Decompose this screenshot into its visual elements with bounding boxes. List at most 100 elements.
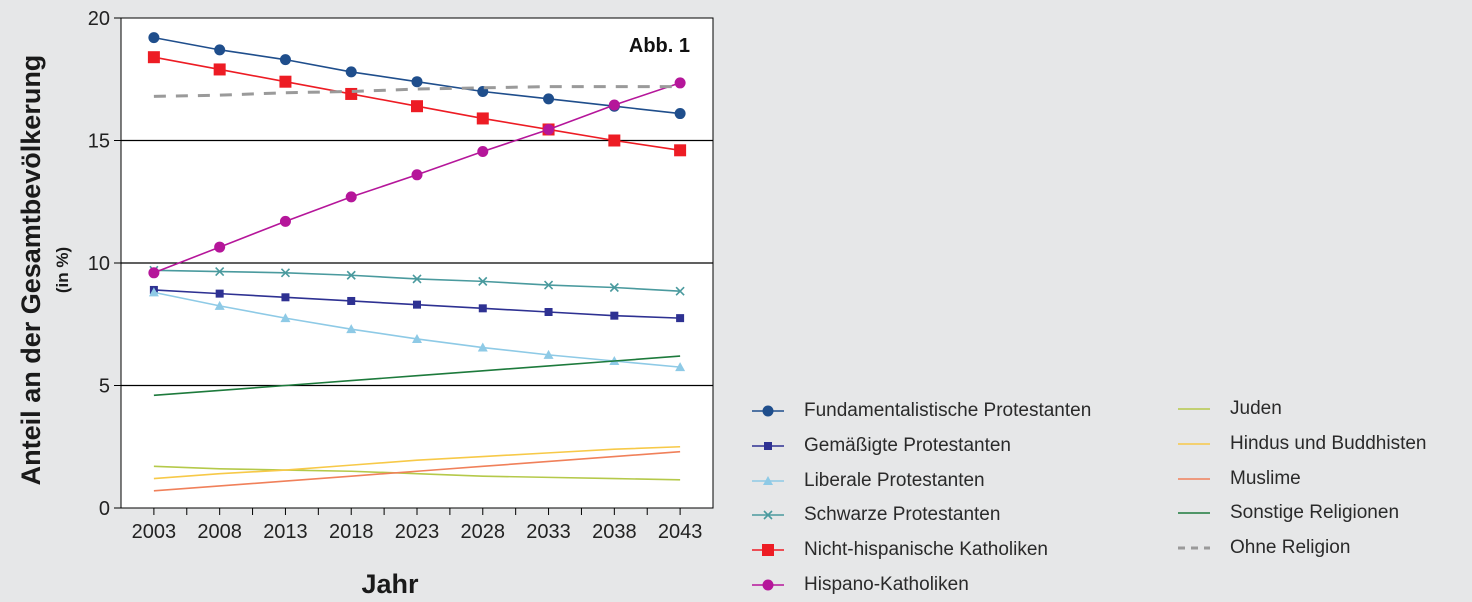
series-line (153, 445, 681, 480)
data-point (280, 268, 291, 278)
legend-marker (762, 579, 774, 591)
data-point (674, 144, 687, 157)
data-point (413, 300, 421, 309)
legend-label: Hispano-Katholiken (804, 574, 969, 595)
legend-marker (763, 510, 773, 520)
legend-label: Gemäßigte Protestanten (804, 434, 1011, 456)
legend-item: Fundamentalistische Protestanten (750, 398, 1091, 424)
data-point (478, 304, 487, 313)
data-point (280, 313, 291, 323)
x-axis-title: Jahr (361, 569, 419, 599)
data-point (477, 146, 489, 158)
legend-swatch (752, 405, 784, 417)
legend-label: Schwarze Protestanten (804, 504, 1001, 526)
data-point (279, 75, 292, 88)
data-point (148, 267, 160, 279)
data-point (214, 44, 226, 56)
y-tick-label: 5 (99, 376, 110, 398)
series-line (153, 355, 681, 397)
legend-item: Muslime (1176, 466, 1301, 492)
data-point (279, 215, 291, 227)
data-point (345, 191, 357, 203)
data-point (279, 54, 291, 66)
series-lines (147, 32, 687, 492)
data-point (147, 51, 160, 64)
data-point (543, 93, 555, 105)
data-point (411, 76, 423, 88)
series-line (153, 450, 681, 492)
x-tick-label: 2018 (329, 521, 374, 543)
data-point (215, 289, 224, 298)
legend-label: Fundamentalistische Protestanten (804, 400, 1092, 421)
legend-item: Gemäßigte Protestanten (750, 433, 1011, 459)
y-tick-label: 10 (88, 253, 110, 275)
data-point (148, 287, 159, 297)
legend-item: Juden (1176, 396, 1282, 422)
x-tick-label: 2028 (461, 521, 506, 543)
data-point (674, 108, 686, 120)
chart-annotation: Abb. 1 (629, 35, 690, 57)
legend: Fundamentalistische Protestanten Gemäßigt… (734, 390, 1472, 602)
x-tick-label: 2023 (395, 521, 440, 543)
data-point (214, 241, 226, 253)
legend-swatch (752, 441, 784, 450)
data-point (676, 314, 685, 323)
data-point (412, 274, 422, 284)
data-point (674, 77, 686, 89)
y-tick-label: 0 (99, 498, 110, 520)
data-point (543, 123, 555, 135)
data-point (412, 333, 422, 343)
legend-item: Schwarze Protestanten (750, 502, 1000, 528)
data-point (214, 300, 225, 310)
x-tick-label: 2003 (132, 521, 177, 543)
x-tick-label: 2043 (658, 521, 703, 543)
data-point (610, 311, 619, 320)
x-tick-label: 2008 (197, 521, 242, 543)
legend-marker (764, 441, 772, 450)
legend-label: Sonstige Religionen (1230, 502, 1400, 524)
data-point (544, 308, 553, 316)
data-point (477, 342, 488, 352)
legend-item: Nicht-hispanische Katholiken (750, 537, 1048, 563)
data-point (411, 100, 423, 113)
x-tick-label: 2033 (526, 521, 571, 543)
axes: 0 5 10 15 20 2003 2008 2013 2018 2023 2028 2033 2038… (88, 8, 703, 543)
data-point (608, 99, 620, 111)
x-tick-label: 2038 (592, 521, 637, 543)
data-point (347, 296, 356, 305)
legend-marker (762, 405, 774, 417)
legend-swatch (1178, 546, 1210, 550)
legend-swatch (1178, 512, 1210, 515)
legend-label: Muslime (1230, 467, 1301, 489)
legend-swatch (752, 579, 784, 591)
data-point (345, 66, 357, 78)
y-axis-subtitle: (in %) (53, 247, 72, 293)
y-tick-label: 20 (88, 8, 110, 30)
data-point (609, 282, 619, 293)
legend-item: Sonstige Religionen (1176, 500, 1399, 526)
data-point (346, 324, 357, 334)
legend-marker (763, 475, 773, 485)
legend-item: Ohne Religion (1176, 535, 1350, 561)
legend-item: Hispano-Katholiken (750, 572, 969, 598)
y-tick-label: 15 (88, 131, 110, 153)
legend-item: Liberale Protestanten (750, 468, 985, 494)
data-point (608, 134, 621, 147)
data-point (346, 270, 356, 280)
legend-swatch (1178, 408, 1210, 410)
data-point (478, 276, 488, 286)
data-point (476, 112, 489, 125)
data-point (215, 267, 225, 277)
data-point (675, 286, 685, 296)
legend-item: Hindus und Buddhisten (1176, 431, 1426, 457)
series-line (153, 465, 681, 481)
legend-label: Juden (1230, 398, 1282, 419)
data-point (411, 169, 423, 181)
data-point (675, 362, 686, 372)
legend-label: Hindus und Buddhisten (1230, 432, 1427, 454)
legend-swatch (752, 510, 784, 520)
x-tick-label: 2013 (263, 521, 308, 543)
data-point (543, 280, 554, 290)
legend-swatch (752, 475, 784, 485)
